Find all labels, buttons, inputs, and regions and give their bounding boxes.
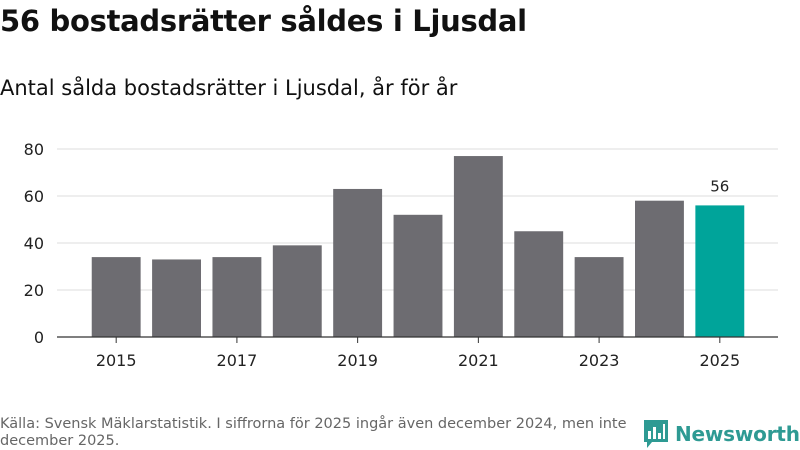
bar-2017 — [212, 257, 262, 337]
logo-text: Newsworthy — [675, 422, 800, 446]
x-tick-label: 2025 — [699, 351, 740, 370]
data-label-2025: 56 — [710, 177, 729, 195]
x-tick-label: 2019 — [337, 351, 378, 370]
bar-2015 — [91, 257, 141, 337]
bar-2019 — [333, 188, 383, 337]
bar-2025 — [695, 205, 745, 337]
bar-2020 — [393, 214, 443, 337]
y-tick-label: 0 — [34, 328, 44, 347]
chart-subtitle: Antal sålda bostadsrätter i Ljusdal, år … — [0, 76, 458, 100]
bar-2022 — [514, 231, 564, 337]
source-note: Källa: Svensk Mäklarstatistik. I siffror… — [0, 416, 627, 449]
bar-2021 — [453, 156, 503, 337]
y-tick-label: 60 — [24, 187, 44, 206]
y-tick-label: 80 — [24, 140, 44, 159]
x-tick-label: 2017 — [217, 351, 258, 370]
bar-2018 — [272, 245, 322, 337]
bar-2023 — [574, 257, 624, 337]
newsworthy-logo: Newsworthy — [644, 419, 800, 449]
chart-title: 56 bostadsrätter såldes i Ljusdal — [0, 4, 527, 38]
x-tick-label: 2023 — [579, 351, 620, 370]
bar-chart: 0 20 40 60 80 2015 2017 2019 2021 2023 2025 56 — [24, 140, 778, 370]
y-tick-label: 40 — [24, 234, 44, 253]
x-tick-label: 2015 — [96, 351, 137, 370]
bar-2024 — [635, 200, 684, 337]
x-tick-label: 2021 — [458, 351, 499, 370]
y-tick-label: 20 — [24, 281, 44, 300]
bar-chart-logo-icon — [644, 420, 668, 448]
bar-2016 — [152, 259, 201, 337]
